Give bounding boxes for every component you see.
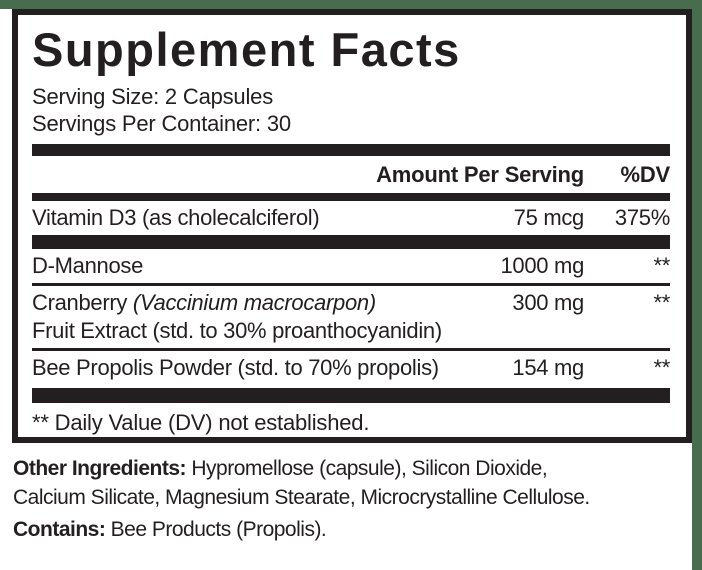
contains-text: Bee Products (Propolis). [110,518,327,541]
servings-per-container: Servings Per Container: 30 [32,111,291,136]
other-ingredients: Other Ingredients: Hypromellose (capsule… [13,454,689,512]
table-row-vitamin-d3: Vitamin D3 (as cholecalciferol) 75 mcg 3… [32,201,670,235]
ingredient-dv: 375% [614,205,670,230]
ingredient-amount: 75 mcg [513,205,585,230]
other-ingredients-label: Other Ingredients: [13,457,192,480]
ingredient-dv: ** [653,253,670,278]
column-header-dv: %DV [620,162,670,187]
table-row-bee-propolis: Bee Propolis Powder (std. to 70% propoli… [32,351,670,385]
other-ingredients-line1: Other Ingredients: Hypromellose (capsule… [13,454,689,483]
serving-size: Serving Size: 2 Capsules [32,84,273,109]
ingredient-name: Vitamin D3 (as cholecalciferol) [32,205,320,230]
ingredient-name: D-Mannose [32,253,144,278]
background-green-right [692,0,702,570]
table-header-row: Amount Per Serving %DV [32,161,670,189]
divider-bar-thick [32,388,670,403]
contains-label: Contains: [13,518,111,541]
ingredient-name: Cranberry (Vaccinium macrocarpon) Fruit … [32,289,512,345]
ingredient-amount: 300 mg [512,290,584,315]
divider-bar-thick [32,144,670,156]
contains-statement: Contains: Bee Products (Propolis). [13,515,689,544]
daily-value-footnote: ** Daily Value (DV) not established. [32,410,370,435]
ingredient-latin-name: (Vaccinium macrocarpon) [132,290,376,315]
table-row-d-mannose: D-Mannose 1000 mg ** [32,249,670,283]
ingredient-amount: 154 mg [512,355,584,380]
divider-rule-thin [32,348,670,351]
table-row-cranberry: Cranberry (Vaccinium macrocarpon) Fruit … [32,286,670,348]
ingredient-name-line1: Cranberry (Vaccinium macrocarpon) [32,289,512,317]
ingredient-name-line2: Fruit Extract (std. to 30% proanthocyani… [32,318,442,343]
background-green-top [0,0,702,9]
other-ingredients-text: Hypromellose (capsule), Silicon Dioxide, [191,457,548,480]
ingredient-name: Bee Propolis Powder (std. to 70% propoli… [32,355,439,380]
divider-rule-thin [32,283,670,286]
other-ingredients-line2: Calcium Silicate, Magnesium Stearate, Mi… [13,486,590,509]
ingredient-dv: ** [653,355,670,380]
ingredient-name-text: Cranberry [32,290,133,315]
divider-bar-medium [32,193,670,201]
panel-title: Supplement Facts [32,23,461,76]
supplement-facts-panel: Supplement Facts Serving Size: 2 Capsule… [12,9,692,443]
divider-bar-thick [32,235,670,249]
column-header-amount: Amount Per Serving [376,162,584,187]
ingredient-dv: ** [653,290,670,315]
ingredient-amount: 1000 mg [500,253,584,278]
